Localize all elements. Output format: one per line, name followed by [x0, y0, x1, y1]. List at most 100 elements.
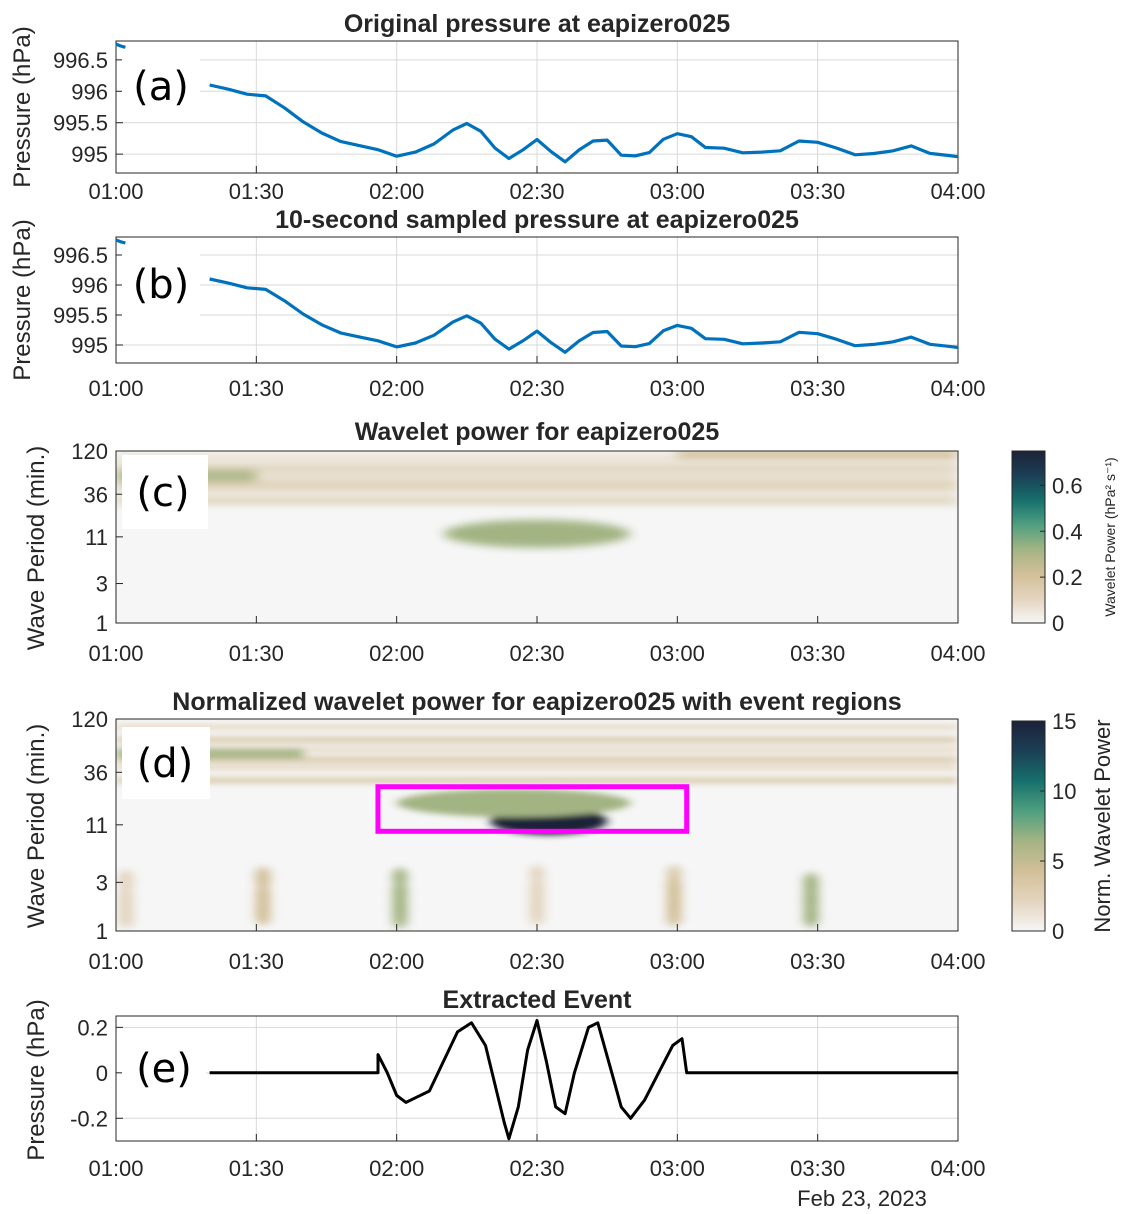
panel-b-x-tick-label: 03:00	[650, 376, 705, 401]
panel-b-y-ticks: 995 995.5 996 996.5	[53, 243, 123, 358]
colorbar-tick-label: 10	[1052, 779, 1076, 804]
heatmap-speckle	[118, 901, 134, 917]
panel-e-x-tick-label: 02:00	[369, 1156, 424, 1181]
heatmap-band	[116, 777, 958, 784]
panel-b-x-tick-label: 01:00	[88, 376, 143, 401]
panel-e-y-tick-label: 0	[96, 1061, 108, 1086]
panel-b-x-tick-label: 03:30	[790, 376, 845, 401]
heatmap-speckle	[529, 864, 545, 880]
panel-a-x-tick-label: 03:30	[790, 179, 845, 204]
event-box-rect	[375, 784, 690, 834]
panel-b-series	[115, 238, 959, 354]
heatmap-band	[116, 464, 958, 471]
panel-d-title: Normalized wavelet power for eapizero025…	[172, 688, 901, 716]
panel-c-y-tick-label: 11	[85, 525, 108, 550]
heatmap-speckle	[666, 907, 682, 923]
panel-c-x-tick-label: 01:00	[88, 641, 143, 666]
heatmap-feature	[443, 519, 631, 548]
panel-b-y-tick-label: 996.5	[53, 243, 108, 268]
panel-d-ylabel: Wave Period (min.)	[23, 724, 50, 929]
heatmap-speckle	[118, 869, 134, 885]
panel-a-x-tick-label: 01:00	[88, 179, 143, 204]
panel-d-y-tick-label: 1	[96, 919, 108, 944]
panel-e: Extracted Event 01:00 01:30 02:00 02:30 03:0…	[23, 986, 986, 1211]
panel-d-letter-box	[122, 727, 210, 799]
panel-e-y-ticks: -0.2 0 0.2	[70, 1015, 123, 1131]
panel-c-x-tick-label: 03:30	[790, 641, 845, 666]
panel-e-title: Extracted Event	[443, 986, 633, 1014]
heatmap-speckle	[666, 889, 682, 905]
panel-d-y-ticks: 1 3 11 36 120	[71, 707, 123, 944]
panel-a-x-ticks: 01:00 01:30 02:00 02:30 03:00 03:30 04:00	[88, 166, 986, 204]
heatmap-speckle	[255, 898, 271, 914]
heatmap-band	[116, 764, 958, 771]
panel-a-grid	[115, 41, 959, 173]
panel-d-colorbar-ticks: 0 5 10 15	[1040, 709, 1076, 944]
panel-b: 10-second sampled pressure at eapizero02…	[9, 206, 986, 401]
heatmap-band	[116, 724, 958, 731]
heatmap-speckle	[392, 867, 408, 883]
heatmap-feature	[677, 451, 958, 460]
panel-d-x-ticks: 01:00 01:30 02:00 02:30 03:00 03:30 04:00	[88, 924, 986, 974]
panel-a-x-tick-label: 01:30	[229, 179, 284, 204]
panel-e-series-line	[209, 1019, 958, 1141]
panel-d-heatmap	[116, 719, 958, 931]
panel-a-x-tick-label: 02:00	[369, 179, 424, 204]
panel-e-grid	[115, 1016, 959, 1141]
panel-b-series-line	[115, 238, 126, 245]
colorbar-tick-label: 5	[1052, 849, 1064, 874]
heatmap-band	[116, 736, 958, 743]
panel-e-letter: (e)	[136, 1046, 192, 1092]
panel-d-y-tick-label: 36	[84, 760, 108, 785]
panel-d-y-tick-label: 120	[71, 707, 108, 732]
heatmap-speckle	[529, 910, 545, 926]
heatmap-band	[116, 746, 958, 753]
panel-b-x-tick-label: 04:00	[930, 376, 985, 401]
colorbar-tick-label: 0.6	[1052, 473, 1083, 498]
panel-c-colorbar-label: Wavelet Power (hPa² s⁻¹)	[1102, 457, 1118, 616]
panel-b-y-tick-label: 995.5	[53, 303, 108, 328]
heatmap-band	[116, 480, 958, 487]
heatmap-fields	[116, 724, 958, 929]
panel-a-series-line	[209, 83, 959, 164]
panel-c-x-ticks: 01:00 01:30 02:00 02:30 03:00 03:30 04:00	[88, 616, 986, 666]
panel-e-ylabel: Pressure (hPa)	[23, 999, 50, 1160]
panel-a-x-tick-label: 02:30	[509, 179, 564, 204]
heatmap-speckle	[666, 875, 682, 891]
panel-d-letter: (d)	[137, 741, 194, 787]
panel-d-colorbar-label: Norm. Wavelet Power	[1090, 719, 1115, 932]
panel-a-x-tick-label: 03:00	[650, 179, 705, 204]
panel-d-x-tick-label: 02:00	[369, 949, 424, 974]
panel-c-y-tick-label: 3	[96, 572, 108, 597]
heatmap-feature	[396, 789, 631, 818]
panel-c-x-tick-label: 04:00	[930, 641, 985, 666]
panel-a-series-line	[115, 42, 126, 49]
panel-c-x-tick-label: 01:30	[229, 641, 284, 666]
heatmap-speckle	[529, 892, 545, 908]
panel-b-y-tick-label: 995	[71, 333, 108, 358]
panel-a-y-tick-label: 995	[71, 142, 108, 167]
panel-d-x-tick-label: 01:30	[229, 949, 284, 974]
heatmap-speckle	[392, 913, 408, 929]
panel-b-series-line	[209, 277, 959, 354]
panel-d-x-tick-label: 02:30	[509, 949, 564, 974]
heatmap-speckle	[392, 895, 408, 911]
panel-c-colorbar	[1011, 450, 1046, 624]
panel-d-x-tick-label: 04:00	[930, 949, 985, 974]
panel-a-letter-box	[122, 52, 200, 120]
panel-d-event-box	[375, 784, 690, 834]
panel-c-heatmap	[116, 451, 958, 623]
panel-d-x-tick-label: 01:00	[88, 949, 143, 974]
colorbar-tick-label: 0	[1052, 919, 1064, 944]
heatmap-band	[116, 497, 958, 504]
panel-a-ylabel: Pressure (hPa)	[9, 26, 36, 187]
panel-c-letter-box	[122, 455, 208, 529]
colorbar-tick-label: 0	[1052, 611, 1064, 636]
panel-e-y-tick-label: -0.2	[70, 1106, 108, 1131]
panel-d-y-tick-label: 3	[96, 870, 108, 895]
panel-d: Normalized wavelet power for eapizero025…	[23, 688, 1115, 974]
panel-b-y-tick-label: 996	[71, 273, 108, 298]
colorbar-tick-label: 0.2	[1052, 565, 1083, 590]
panel-e-x-ticks: 01:00 01:30 02:00 02:30 03:00 03:30 04:00	[88, 1134, 986, 1181]
